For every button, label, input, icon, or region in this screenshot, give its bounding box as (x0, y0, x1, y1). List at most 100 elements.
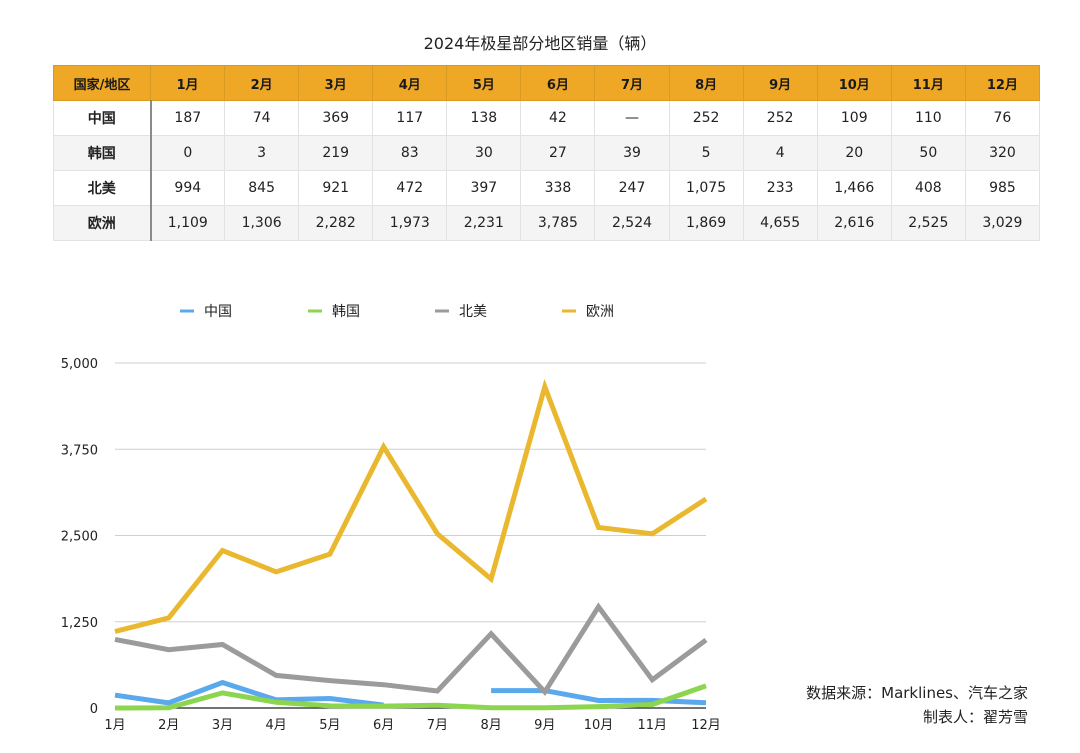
y-tick-label: 2,500 (61, 530, 98, 545)
table-cell: 0 (149, 135, 226, 171)
table-cell: 109 (816, 100, 892, 136)
sales-table: 国家/地区 1月 2月 3月 4月 5月 6月 7月 8月 9月 10月 11月 12月 中国 187 7… (53, 65, 1041, 241)
series-line (114, 378, 708, 634)
header-month: 9月 (742, 65, 818, 101)
chart-legend: 中国 韩国 北美 欧洲 (180, 304, 614, 320)
x-tick-label: 11月 (637, 718, 667, 733)
y-tick-label: 0 (90, 702, 98, 717)
table-cell: 994 (149, 170, 226, 206)
legend-label: 中国 (204, 304, 232, 320)
y-tick-label: 1,250 (61, 616, 98, 631)
y-tick-label: 5,000 (61, 357, 98, 372)
table-cell: 397 (446, 170, 522, 206)
x-tick-label: 4月 (266, 718, 287, 733)
series-line (114, 602, 708, 696)
table-cell: 2,231 (446, 205, 522, 241)
x-tick-label: 3月 (212, 718, 233, 733)
x-tick-label: 12月 (691, 718, 721, 733)
y-tick-label: 3,750 (61, 443, 98, 458)
table-header-row: 国家/地区 1月 2月 3月 4月 5月 6月 7月 8月 9月 10月 11月 12月 (53, 65, 1041, 101)
x-tick-label: 9月 (534, 718, 555, 733)
table-cell: 369 (298, 100, 374, 136)
header-month: 7月 (594, 65, 670, 101)
table-cell: 320 (964, 135, 1041, 171)
table-cell: 110 (890, 100, 966, 136)
table-cell: 845 (224, 170, 300, 206)
table-cell: 1,306 (224, 205, 300, 241)
series-line (114, 679, 707, 708)
x-axis-ticks: 1月 2月 3月 4月 5月 6月 7月 8月 9月 10月 11月 12月 (104, 718, 720, 733)
table-cell: 985 (964, 170, 1041, 206)
table-cell: 2,524 (594, 205, 670, 241)
table-cell: 1,466 (816, 170, 892, 206)
chart-series (114, 378, 708, 711)
legend-label: 欧洲 (586, 304, 614, 320)
x-tick-label: 6月 (373, 718, 394, 733)
table-cell: 1,973 (372, 205, 448, 241)
header-month: 10月 (816, 65, 892, 101)
region-cell: 北美 (53, 170, 152, 206)
table-cell: 74 (224, 100, 300, 136)
header-month: 6月 (520, 65, 596, 101)
table-cell: 20 (816, 135, 892, 171)
table-row: 北美 994 845 921 472 397 338 247 1,075 233 1,466 408 9… (53, 170, 1041, 206)
table-cell: 117 (372, 100, 448, 136)
table-cell: 2,282 (298, 205, 374, 241)
table-row: 韩国 0 3 219 83 30 27 39 5 4 20 50 320 (53, 135, 1041, 171)
header-month: 2月 (224, 65, 300, 101)
series-segment (491, 688, 707, 706)
table-cell: 408 (890, 170, 966, 206)
table-cell: 1,109 (149, 205, 226, 241)
x-tick-label: 10月 (584, 718, 614, 733)
table-body: 中国 187 74 369 117 138 42—252 252 109 110 76 韩国 0 3 219… (53, 100, 1041, 241)
series-line (114, 683, 707, 711)
table-cell: 138 (446, 100, 522, 136)
table-cell: 233 (742, 170, 818, 206)
table-cell: 2,525 (890, 205, 966, 241)
series-segment (114, 378, 708, 634)
table-row: 欧洲 1,109 1,306 2,282 1,973 2,231 3,785 2,524 1,8… (53, 205, 1041, 241)
table-cell: 30 (446, 135, 522, 171)
legend-label: 韩国 (332, 304, 360, 320)
x-tick-label: 7月 (427, 718, 448, 733)
table-cell: — (594, 100, 670, 136)
source-note: 数据来源：Marklines、汽车之家 制表人：翟芳雪 (806, 681, 1028, 729)
x-tick-label: 5月 (319, 718, 340, 733)
table-cell: 2,616 (816, 205, 892, 241)
table-cell: 921 (298, 170, 374, 206)
table-cell: 39 (594, 135, 670, 171)
table-cell: 27 (520, 135, 596, 171)
table-cell: 219 (298, 135, 374, 171)
legend-label: 北美 (459, 304, 487, 320)
chart-grid (115, 362, 706, 709)
series-segment (114, 679, 384, 708)
source-line: 数据来源：Marklines、汽车之家 (806, 684, 1028, 702)
table-cell: 3,029 (964, 205, 1041, 241)
table-row: 中国 187 74 369 117 138 42—252 252 109 110 76 (53, 100, 1041, 136)
y-axis-ticks: 0 1,250 2,500 3,750 5,000 (61, 357, 98, 717)
x-tick-label: 2月 (158, 718, 179, 733)
table-title: 2024年极星部分地区销量（辆） (423, 34, 657, 53)
author-line: 制表人：翟芳雪 (922, 708, 1028, 726)
table-cell: 4,655 (742, 205, 818, 241)
header-month: 8月 (668, 65, 744, 101)
series-segment (114, 683, 707, 711)
table-cell: 252 (668, 100, 744, 136)
table-cell: 1,869 (668, 205, 744, 241)
table-cell: 50 (890, 135, 966, 171)
series-segment (114, 602, 708, 696)
table-cell: 1,075 (668, 170, 744, 206)
header-month: 12月 (964, 65, 1041, 101)
header-month: 4月 (372, 65, 448, 101)
table-cell: 252 (742, 100, 818, 136)
region-cell: 韩国 (53, 135, 152, 171)
x-tick-label: 8月 (480, 718, 501, 733)
header-month: 3月 (298, 65, 374, 101)
table-cell: 4 (742, 135, 818, 171)
header-month: 1月 (149, 65, 226, 101)
table-cell: 42 (520, 100, 596, 136)
region-cell: 欧洲 (53, 205, 152, 241)
x-tick-label: 1月 (104, 718, 125, 733)
table-cell: 76 (964, 100, 1041, 136)
